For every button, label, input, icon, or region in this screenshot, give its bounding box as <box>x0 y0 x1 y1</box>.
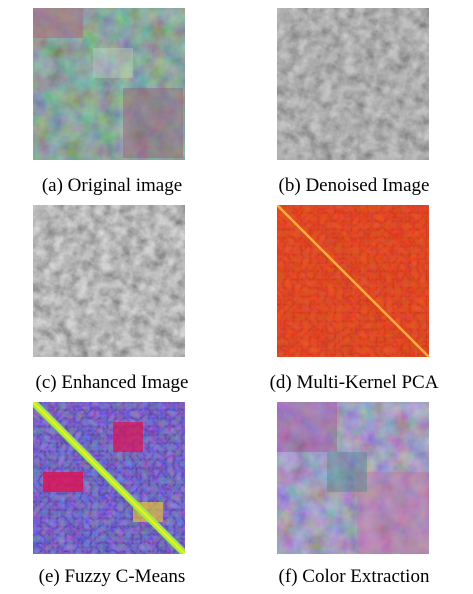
denoised-image <box>277 8 429 160</box>
figure-page: (a) Original image (b) Denoised Image (c… <box>0 0 473 594</box>
caption: (d) Multi-Kernel PCA <box>236 372 472 394</box>
original-image <box>33 8 185 160</box>
caption: (f) Color Extraction <box>236 566 472 588</box>
fuzzy-c-means-matrix <box>33 402 185 554</box>
caption: (c) Enhanced Image <box>0 372 230 394</box>
enhanced-image <box>33 205 185 357</box>
color-extraction-image <box>277 402 429 554</box>
caption: (a) Original image <box>0 175 230 197</box>
caption: (e) Fuzzy C-Means <box>0 566 230 588</box>
multi-kernel-pca-matrix <box>277 205 429 357</box>
caption: (b) Denoised Image <box>236 175 472 197</box>
